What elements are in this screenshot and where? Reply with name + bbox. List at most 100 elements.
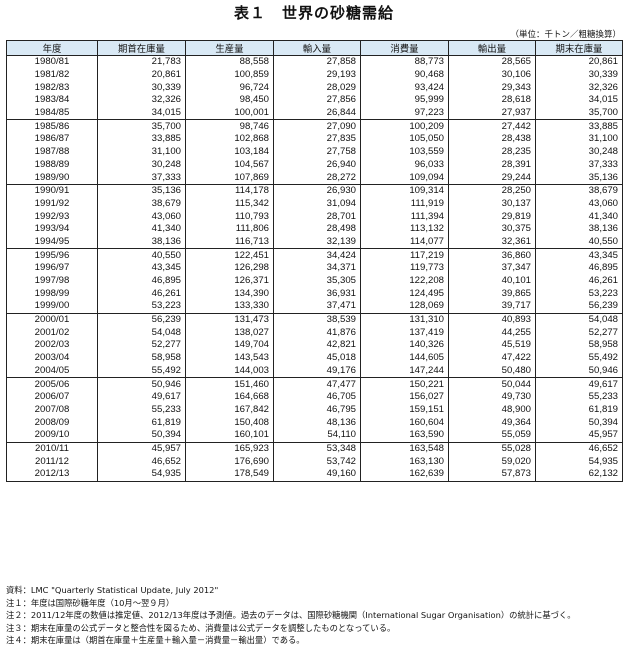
cell-closing-stock: 58,958 xyxy=(535,339,623,352)
cell-imports: 28,498 xyxy=(273,222,361,236)
cell-imports: 36,931 xyxy=(273,287,361,301)
cell-exports: 28,565 xyxy=(448,54,536,69)
table-row: 2006/07 49,617 164,668 46,705 156,027 49,730 5… xyxy=(6,390,623,404)
cell-exports: 50,044 xyxy=(448,377,536,391)
cell-opening-stock: 33,885 xyxy=(97,133,186,146)
cell-year: 1998/99 xyxy=(6,287,98,301)
cell-year: 1997/98 xyxy=(6,274,98,288)
cell-exports: 55,028 xyxy=(448,441,536,456)
cell-exports: 37,347 xyxy=(448,262,536,275)
cell-imports: 35,305 xyxy=(273,274,361,288)
cell-imports: 41,876 xyxy=(273,326,361,340)
footnotes: 資料：LMC "Quarterly Statistical Update, Ju… xyxy=(6,584,576,647)
cell-imports: 28,029 xyxy=(273,81,361,95)
cell-consumption: 124,495 xyxy=(360,287,449,301)
cell-closing-stock: 31,100 xyxy=(535,133,623,146)
table-row: 1989/90 37,333 107,869 28,272 109,094 29,244 3… xyxy=(6,171,623,185)
cell-year: 1992/93 xyxy=(6,210,98,223)
table-row: 1983/84 32,326 98,450 27,856 95,999 28,618 34,… xyxy=(6,94,623,107)
cell-opening-stock: 38,136 xyxy=(97,235,186,249)
cell-production: 111,806 xyxy=(185,222,274,236)
cell-closing-stock: 50,394 xyxy=(535,416,623,429)
cell-imports: 49,160 xyxy=(273,468,361,482)
cell-closing-stock: 38,679 xyxy=(535,183,623,198)
cell-closing-stock: 46,895 xyxy=(535,262,623,275)
cell-year: 2003/04 xyxy=(6,351,98,365)
cell-imports: 37,471 xyxy=(273,300,361,314)
cell-year: 1984/85 xyxy=(6,106,98,120)
cell-closing-stock: 38,136 xyxy=(535,222,623,236)
table-row: 1981/82 20,861 100,859 29,193 90,468 30,106 30… xyxy=(6,68,623,82)
cell-exports: 30,375 xyxy=(448,222,536,236)
cell-closing-stock: 35,136 xyxy=(535,171,623,185)
cell-exports: 47,422 xyxy=(448,351,536,365)
sugar-supply-demand-table: 年度 期首在庫量 生産量 輸入量 消費量 輸出量 期末在庫量 1980/81 21… xyxy=(6,40,623,482)
cell-imports: 48,136 xyxy=(273,416,361,429)
cell-year: 2010/11 xyxy=(6,441,98,456)
cell-production: 143,543 xyxy=(185,351,274,365)
cell-consumption: 93,424 xyxy=(360,81,449,95)
cell-opening-stock: 61,819 xyxy=(97,416,186,429)
cell-consumption: 162,639 xyxy=(360,468,449,482)
cell-consumption: 100,209 xyxy=(360,119,449,134)
cell-year: 1999/00 xyxy=(6,300,98,314)
cell-production: 178,549 xyxy=(185,468,274,482)
table-row: 1997/98 46,895 126,371 35,305 122,208 40,101 4… xyxy=(6,274,623,288)
cell-exports: 32,361 xyxy=(448,235,536,249)
cell-closing-stock: 43,345 xyxy=(535,248,623,262)
cell-opening-stock: 20,861 xyxy=(97,68,186,82)
cell-year: 2012/13 xyxy=(6,468,98,482)
cell-imports: 26,940 xyxy=(273,158,361,172)
cell-year: 1989/90 xyxy=(6,171,98,185)
cell-consumption: 131,310 xyxy=(360,312,449,327)
cell-opening-stock: 46,895 xyxy=(97,274,186,288)
table-row: 1995/96 40,550 122,451 34,424 117,219 36,860 4… xyxy=(6,248,623,262)
table-row: 1980/81 21,783 88,558 27,858 88,773 28,565 20,… xyxy=(6,54,623,69)
cell-year: 1982/83 xyxy=(6,81,98,95)
cell-consumption: 88,773 xyxy=(360,54,449,69)
cell-imports: 53,742 xyxy=(273,455,361,468)
cell-opening-stock: 46,652 xyxy=(97,455,186,468)
cell-imports: 28,701 xyxy=(273,210,361,223)
cell-exports: 44,255 xyxy=(448,326,536,340)
table-title: 表１ 世界の砂糖需給 xyxy=(233,4,394,22)
column-header-exports: 輸出量 xyxy=(448,40,536,56)
cell-consumption: 147,244 xyxy=(360,364,449,378)
cell-production: 131,473 xyxy=(185,312,274,327)
footnote-4: 注４：期末在庫量は（期首在庫量＋生産量＋輸入量－消費量－輸出量）である。 xyxy=(6,635,305,646)
column-header-year: 年度 xyxy=(6,40,98,56)
table-row: 1990/91 35,136 114,178 26,930 109,314 28,250 3… xyxy=(6,183,623,198)
cell-imports: 34,371 xyxy=(273,262,361,275)
cell-production: 150,408 xyxy=(185,416,274,429)
cell-production: 110,793 xyxy=(185,210,274,223)
table-row: 2011/12 46,652 176,690 53,742 163,130 59,020 5… xyxy=(6,455,623,468)
cell-consumption: 156,027 xyxy=(360,390,449,404)
table-row: 2007/08 55,233 167,842 46,795 159,151 48,900 6… xyxy=(6,403,623,417)
table-row: 1991/92 38,679 115,342 31,094 111,919 30,137 4… xyxy=(6,197,623,211)
cell-opening-stock: 45,957 xyxy=(97,441,186,456)
cell-exports: 40,893 xyxy=(448,312,536,327)
column-header-imports: 輸入量 xyxy=(273,40,361,56)
cell-production: 104,567 xyxy=(185,158,274,172)
cell-opening-stock: 34,015 xyxy=(97,106,186,120)
cell-closing-stock: 40,550 xyxy=(535,235,623,249)
cell-imports: 53,348 xyxy=(273,441,361,456)
cell-consumption: 122,208 xyxy=(360,274,449,288)
cell-year: 2004/05 xyxy=(6,364,98,378)
table-row: 1998/99 46,261 134,390 36,931 124,495 39,865 5… xyxy=(6,287,623,301)
cell-opening-stock: 54,935 xyxy=(97,468,186,482)
table-row: 2012/13 54,935 178,549 49,160 162,639 57,873 6… xyxy=(6,468,623,482)
cell-imports: 42,821 xyxy=(273,339,361,352)
cell-imports: 27,758 xyxy=(273,145,361,159)
cell-closing-stock: 55,233 xyxy=(535,390,623,404)
cell-consumption: 105,050 xyxy=(360,133,449,146)
cell-imports: 38,539 xyxy=(273,312,361,327)
cell-production: 144,003 xyxy=(185,364,274,378)
cell-closing-stock: 55,492 xyxy=(535,351,623,365)
cell-opening-stock: 40,550 xyxy=(97,248,186,262)
cell-production: 167,842 xyxy=(185,403,274,417)
cell-imports: 27,090 xyxy=(273,119,361,134)
cell-production: 114,178 xyxy=(185,183,274,198)
cell-closing-stock: 54,048 xyxy=(535,312,623,327)
cell-consumption: 163,590 xyxy=(360,428,449,443)
